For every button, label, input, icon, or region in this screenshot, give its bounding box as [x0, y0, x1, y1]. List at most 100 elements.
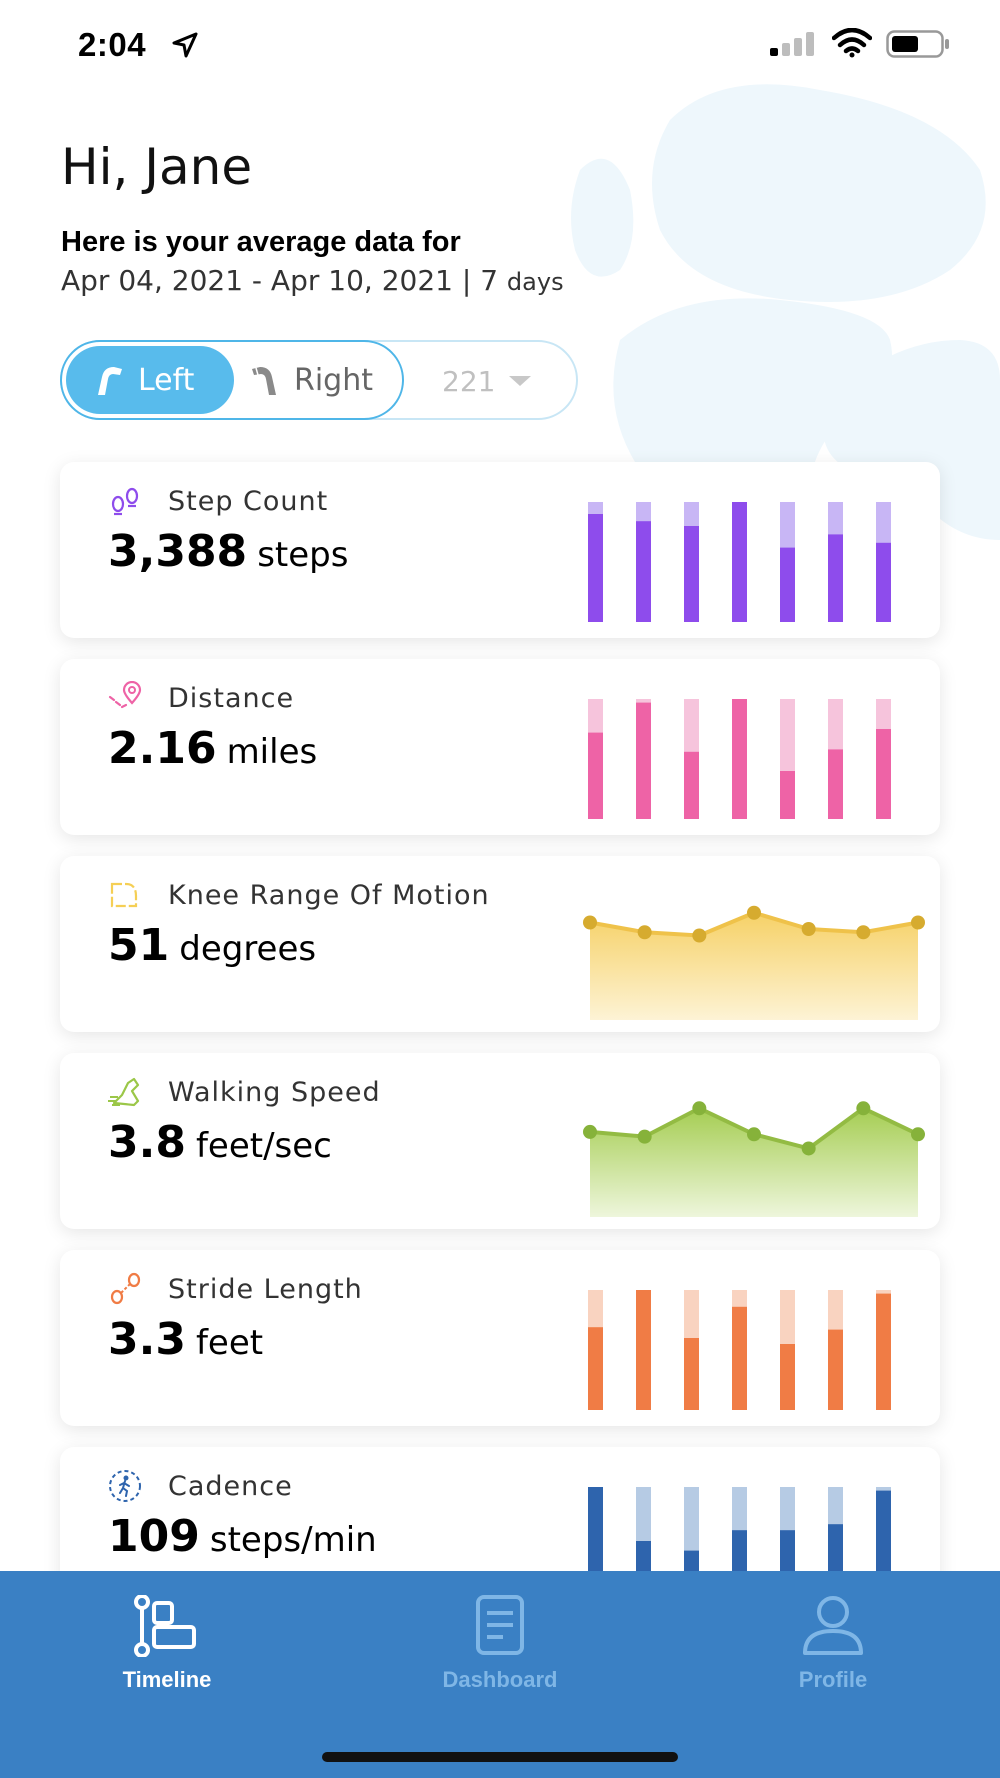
metric-unit: degrees — [179, 929, 317, 969]
data-point — [583, 1124, 597, 1139]
metric-value: 3.3 feet — [108, 1314, 263, 1365]
tab-profile[interactable]: Profile — [733, 1595, 933, 1693]
metric-value: 3,388 steps — [108, 526, 348, 577]
metric-card-walking-speed[interactable]: Walking Speed 3.8 feet/sec — [60, 1053, 940, 1229]
data-point — [637, 925, 652, 940]
metric-card-knee-range-of-motion[interactable]: Knee Range Of Motion 51 degrees — [60, 856, 940, 1032]
device-selector-value: 221 — [442, 364, 496, 398]
bar — [636, 702, 651, 819]
wifi-icon — [832, 28, 872, 58]
bar — [684, 526, 699, 622]
stride-length-chart — [588, 1290, 891, 1410]
date-range: Apr 04, 2021 - Apr 10, 2021 | 7 days — [61, 264, 564, 297]
bar — [732, 502, 747, 622]
walking-shoe-icon — [108, 1077, 140, 1107]
date-range-days-label: days — [506, 268, 564, 296]
device-selector[interactable]: 221 — [442, 356, 532, 406]
subtitle: Here is your average data for — [61, 226, 461, 258]
data-point — [911, 915, 925, 930]
data-point — [637, 1129, 652, 1144]
metric-value: 2.16 miles — [108, 723, 317, 774]
knee-range-chart — [583, 905, 925, 1020]
dashboard-icon — [476, 1595, 524, 1655]
area-fill — [590, 1108, 918, 1217]
metric-value: 51 degrees — [108, 920, 316, 971]
right-leg-button[interactable]: Right — [240, 346, 400, 414]
right-leg-label: Right — [294, 362, 373, 398]
tab-timeline[interactable]: Timeline — [67, 1595, 267, 1693]
metric-number: 3.3 — [108, 1314, 186, 1365]
walking-speed-chart — [583, 1101, 925, 1217]
data-point — [747, 1127, 761, 1142]
greeting: Hi, Jane — [61, 138, 253, 196]
data-point — [801, 922, 816, 936]
metric-value: 109 steps/min — [108, 1511, 377, 1562]
metric-card-distance[interactable]: Distance 2.16 miles — [60, 659, 940, 835]
leg-toggle-group: Left Right — [60, 340, 404, 420]
tab-label: Dashboard — [442, 1667, 558, 1692]
area-fill — [590, 912, 918, 1020]
bar — [876, 729, 891, 819]
distance-chart — [588, 699, 891, 819]
left-leg-button[interactable]: Left — [66, 346, 234, 414]
bar — [828, 1329, 843, 1410]
chevron-down-icon — [509, 376, 532, 386]
timeline-icon — [134, 1595, 196, 1657]
stride-icon — [110, 1272, 141, 1305]
tab-dashboard[interactable]: Dashboard — [400, 1595, 600, 1693]
bar — [780, 771, 795, 819]
status-time: 2:04 — [78, 26, 147, 63]
data-point — [911, 1127, 925, 1142]
home-indicator — [322, 1752, 678, 1762]
cellular-signal-icon — [770, 32, 814, 56]
cadence-runner-icon — [109, 1470, 141, 1502]
metric-unit: steps — [257, 535, 349, 575]
bar — [876, 542, 891, 622]
data-point — [692, 1101, 707, 1116]
knee-angle-icon — [110, 882, 138, 908]
metric-number: 51 — [108, 920, 170, 971]
status-bar: 2:04 — [0, 0, 1000, 90]
metric-label: Walking Speed — [168, 1077, 381, 1108]
footsteps-icon — [111, 487, 139, 516]
metric-card-step-count[interactable]: Step Count 3,388 steps — [60, 462, 940, 638]
metric-label: Knee Range Of Motion — [168, 880, 490, 911]
metric-label: Step Count — [168, 486, 329, 517]
metric-unit: miles — [226, 732, 318, 772]
data-point — [747, 905, 761, 920]
bar — [780, 547, 795, 622]
data-point — [801, 1141, 816, 1156]
bar — [828, 749, 843, 819]
profile-icon — [803, 1596, 863, 1655]
battery-icon — [886, 30, 949, 58]
bar — [732, 1306, 747, 1410]
tab-label: Profile — [798, 1667, 868, 1692]
bar — [636, 1290, 651, 1410]
metric-number: 109 — [108, 1511, 200, 1562]
distance-pin-icon — [108, 681, 142, 709]
left-knee-icon — [98, 367, 122, 395]
metric-card-stride-length[interactable]: Stride Length 3.3 feet — [60, 1250, 940, 1426]
bar — [588, 732, 603, 819]
bar — [588, 1327, 603, 1410]
metric-label: Cadence — [168, 1471, 293, 1502]
side-toggle: Left Right 221 — [60, 340, 578, 420]
metric-number: 3.8 — [108, 1117, 186, 1168]
metric-unit: feet — [195, 1323, 264, 1363]
bar — [684, 1338, 699, 1410]
bar — [876, 1293, 891, 1410]
data-point — [856, 925, 871, 940]
data-point — [583, 915, 597, 930]
bar — [588, 514, 603, 622]
bar — [684, 751, 699, 819]
data-point — [692, 928, 707, 943]
step-count-chart — [588, 502, 891, 622]
metric-number: 2.16 — [108, 723, 217, 774]
metric-value: 3.8 feet/sec — [108, 1117, 332, 1168]
bar — [636, 521, 651, 622]
bar — [780, 1344, 795, 1410]
right-knee-icon — [252, 367, 276, 395]
tab-bar: Timeline Dashboard Profile — [0, 1571, 1000, 1778]
date-range-text: Apr 04, 2021 - Apr 10, 2021 | 7 — [61, 264, 499, 297]
metric-number: 3,388 — [108, 526, 248, 577]
